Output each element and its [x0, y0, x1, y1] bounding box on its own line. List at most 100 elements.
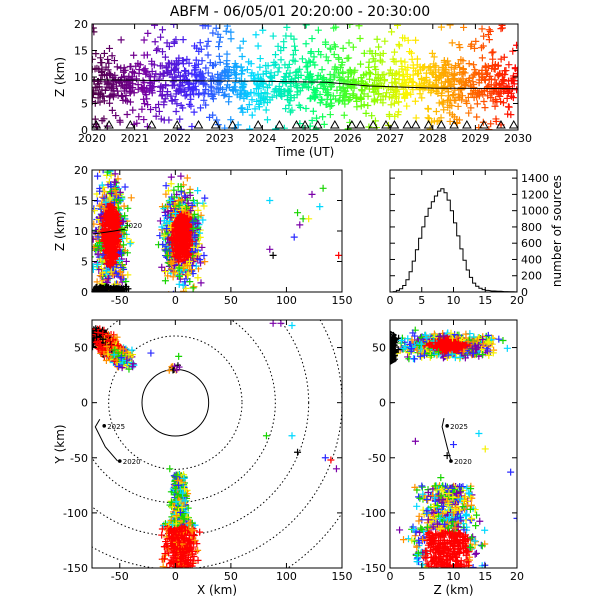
time-height-source-point: [395, 41, 402, 48]
source-point: [108, 172, 115, 179]
source-point: [194, 207, 201, 214]
y-tick-label: 200: [521, 270, 542, 283]
source-point: [201, 195, 208, 202]
time-height-source-point: [165, 116, 172, 123]
source-point: [196, 529, 203, 536]
y-tick-label: 15: [74, 195, 88, 208]
time-height-source-point: [394, 22, 401, 29]
x-tick-label: 2029: [461, 132, 489, 145]
x-tick-label: 2025: [291, 132, 319, 145]
x-tick-label: 10: [447, 294, 461, 307]
scattered-source-point: [289, 432, 296, 439]
y-tick-label: 0: [81, 286, 88, 299]
time-height-source-point: [486, 36, 493, 43]
time-height-source-point: [216, 53, 223, 60]
x-tick-label: 2030: [504, 132, 532, 145]
y-tick-label: 10: [74, 225, 88, 238]
track-point-marker: [118, 459, 122, 463]
y-tick-label: 1400: [521, 172, 549, 185]
source-point: [504, 345, 511, 352]
y-tick-label: 600: [521, 237, 542, 250]
time-height-source-point: [412, 98, 419, 105]
time-height-source-point: [310, 108, 317, 115]
time-height-source-point: [152, 38, 159, 45]
time-height-source-point: [220, 92, 227, 99]
time-height-source-point: [356, 22, 363, 29]
time-height-source-point: [159, 26, 166, 33]
time-height-source-point: [109, 107, 116, 114]
source-point: [85, 330, 92, 337]
time-height-source-point: [490, 49, 497, 56]
time-height-source-point: [203, 43, 210, 50]
time-height-source-point: [460, 24, 467, 31]
time-height-sources: [89, 21, 521, 133]
x-z-path-label: 2020: [124, 222, 142, 230]
time-height-source-point: [118, 36, 125, 43]
x-tick-label: 100: [276, 294, 297, 307]
time-height-source-point: [171, 40, 178, 47]
time-height-source-point: [217, 59, 224, 66]
time-height-source-point: [455, 103, 462, 110]
time-height-source-point: [141, 36, 148, 43]
time-height-source-point: [341, 112, 348, 119]
x-tick-label: 50: [224, 570, 238, 583]
time-height-source-point: [357, 61, 364, 68]
time-height-source-point: [112, 112, 119, 119]
y-tick-label: 0: [521, 286, 528, 299]
source-point: [127, 240, 134, 247]
source-point: [122, 184, 129, 191]
time-height-source-point: [90, 28, 97, 35]
time-height-source-point: [135, 86, 142, 93]
x-z-sources: 2020: [87, 153, 342, 307]
time-height-source-point: [200, 97, 207, 104]
time-height-source-point: [324, 96, 331, 103]
flash-triangle-marker: [390, 121, 398, 128]
time-height-source-point: [278, 56, 285, 63]
source-point: [128, 239, 135, 246]
y-tick-label: 0: [81, 397, 88, 410]
scattered-source-point: [289, 322, 296, 329]
time-height-source-point: [505, 103, 512, 110]
source-point: [100, 162, 107, 169]
scattered-source-point: [266, 197, 273, 204]
y-tick-label: 1200: [521, 188, 549, 201]
time-height-source-point: [387, 67, 394, 74]
time-height-source-point: [224, 51, 231, 58]
x-tick-label: 0: [172, 294, 179, 307]
time-height-source-point: [227, 29, 234, 36]
y-tick-label: 5: [81, 256, 88, 269]
x-tick-label: 100: [276, 570, 297, 583]
time-height-source-point: [275, 68, 282, 75]
time-height-source-point: [151, 22, 158, 29]
flash-triangle-marker: [412, 121, 420, 128]
time-height-source-point: [270, 33, 277, 40]
x-tick-label: 2021: [121, 132, 149, 145]
x-tick-label: 2026: [334, 132, 362, 145]
range-ring: [142, 369, 209, 436]
time-height-source-point: [116, 117, 123, 124]
x-tick-label: -50: [111, 570, 129, 583]
time-height-source-point: [205, 38, 212, 45]
time-height-source-point: [340, 45, 347, 52]
x-tick-label: 2022: [163, 132, 191, 145]
time-height-source-point: [238, 105, 245, 112]
time-height-source-point: [157, 34, 164, 41]
source-point: [190, 284, 197, 291]
time-height-source-point: [403, 103, 410, 110]
time-height-source-point: [205, 52, 212, 59]
y-tick-label: 1000: [521, 205, 549, 218]
time-height-source-point: [307, 50, 314, 57]
time-height-source-point: [357, 35, 364, 42]
time-height-source-point: [213, 25, 220, 32]
time-height-source-point: [418, 94, 425, 101]
flash-triangle-marker: [510, 121, 518, 128]
x-tick-label: 150: [332, 570, 353, 583]
time-height-source-point: [255, 43, 262, 50]
time-height-source-point: [239, 53, 246, 60]
time-height-source-point: [380, 50, 387, 57]
flash-triangle-marker: [254, 121, 262, 128]
source-point: [199, 216, 206, 223]
scattered-source-point: [294, 209, 301, 216]
time-height-source-point: [97, 59, 104, 66]
